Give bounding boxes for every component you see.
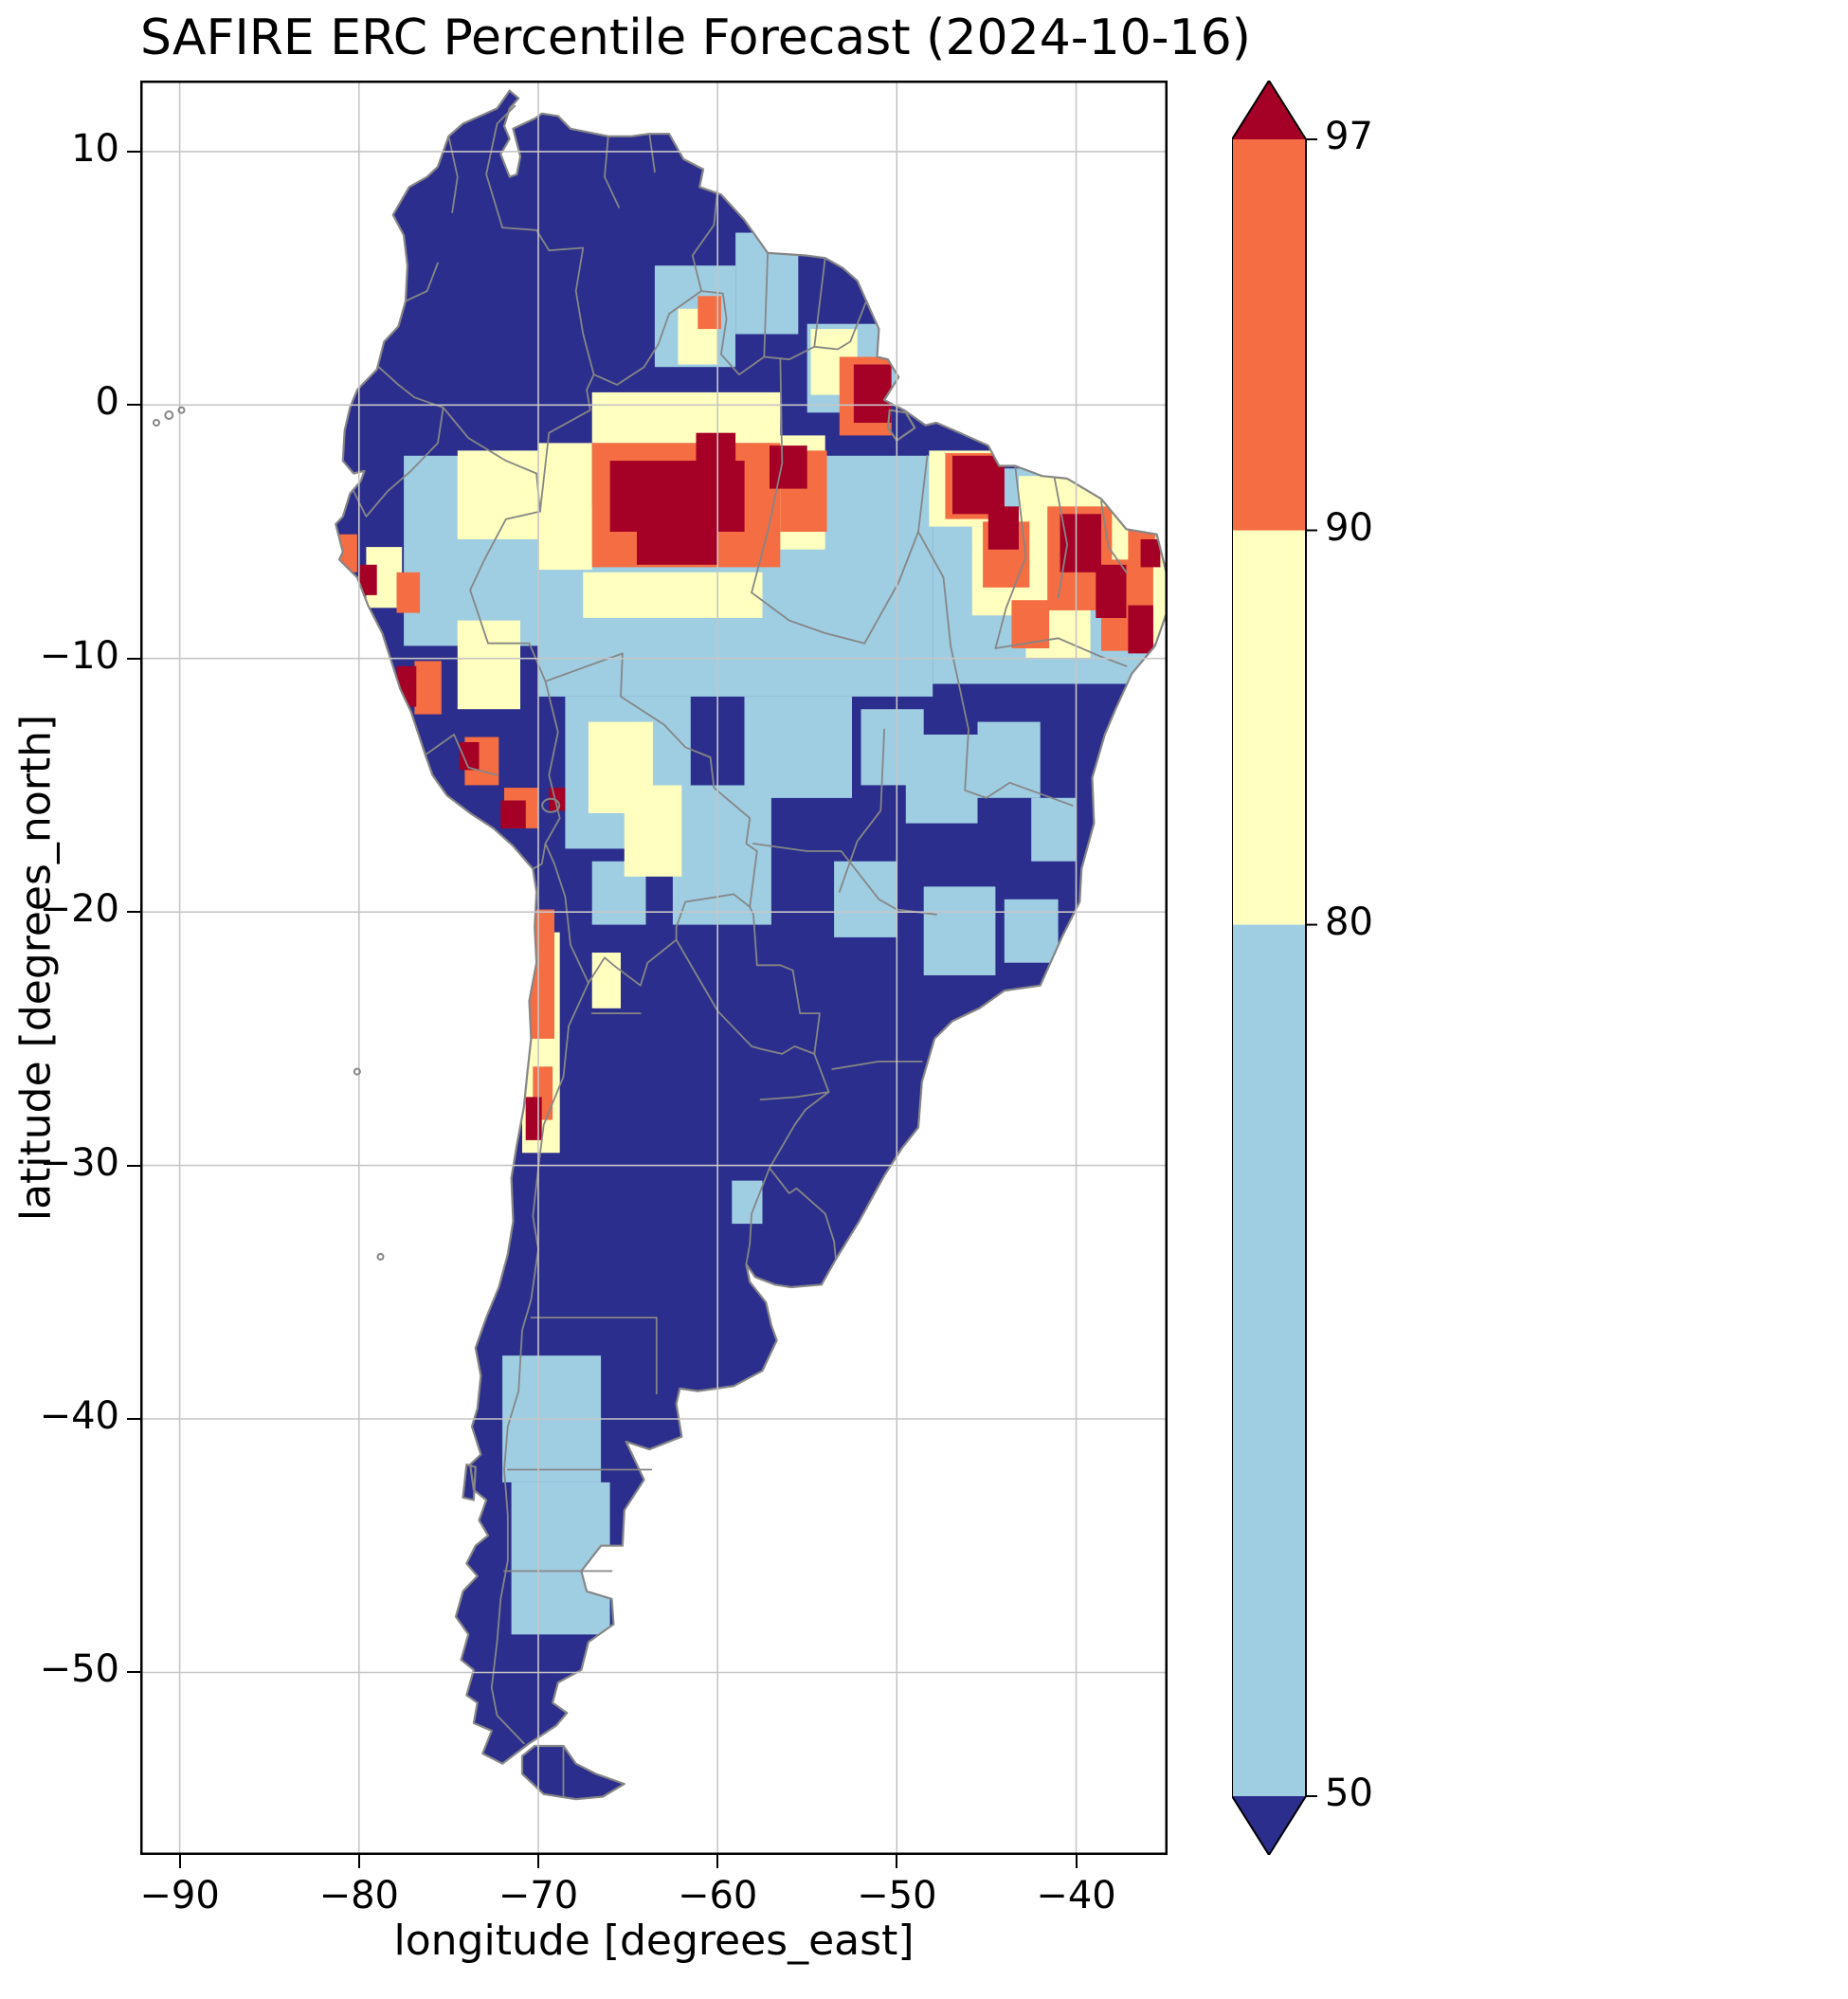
x-tick-mark [536,1855,539,1868]
colorbar-segment [1232,139,1306,531]
y-tick-label: −30 [39,1140,119,1185]
y-tick-label: −50 [39,1647,119,1692]
y-tick-label: −20 [39,887,119,932]
x-tick-label: −40 [1036,1874,1116,1917]
x-tick-mark [357,1855,360,1868]
y-tick-mark [127,1418,140,1421]
colorbar-tick-label: 90 [1325,505,1373,550]
x-tick-label: −80 [318,1874,399,1917]
chart-title: SAFIRE ERC Percentile Forecast (2024-10-… [140,9,1251,66]
colorbar-under-arrow [1232,1796,1306,1855]
y-tick-mark [127,1671,140,1674]
admin-borders [353,104,1128,1798]
island-san-felix [353,1067,361,1076]
x-tick-mark [896,1855,898,1868]
colorbar-segment [1232,924,1306,1796]
y-tick-label: −40 [39,1394,119,1439]
colorbar-tick-label: 97 [1325,115,1373,158]
x-tick-label: −50 [857,1874,937,1917]
x-tick-mark [1075,1855,1078,1868]
colorbar-segment [1232,530,1306,925]
y-tick-mark [127,404,140,407]
island-galapagos-2 [153,419,160,427]
y-tick-label: −10 [39,633,119,678]
gridlines [140,81,1168,1855]
y-tick-mark [127,911,140,914]
island-juan-fernandez [376,1252,385,1261]
island-galapagos-3 [177,406,186,414]
y-tick-label: 10 [71,126,119,171]
y-tick-label: 0 [95,380,119,425]
lake-titicaca [541,797,561,813]
y-tick-mark [127,150,140,153]
x-axis-label: longitude [degrees_east] [393,1917,915,1965]
island-galapagos-1 [164,410,174,420]
x-tick-mark [716,1855,719,1868]
x-tick-label: −70 [498,1874,579,1917]
colorbar [1232,81,1317,1855]
x-tick-mark [178,1855,181,1868]
plot-frame [140,81,1168,1855]
y-tick-mark [127,657,140,660]
x-tick-label: −90 [139,1874,220,1917]
colorbar-tick-label: 80 [1325,900,1373,944]
map-plot [140,81,1168,1855]
y-tick-mark [127,1164,140,1167]
coastlines [335,89,1168,1801]
colorbar-over-arrow [1232,81,1306,139]
colorbar-tick-label: 50 [1325,1772,1373,1815]
x-tick-label: −60 [677,1874,758,1917]
